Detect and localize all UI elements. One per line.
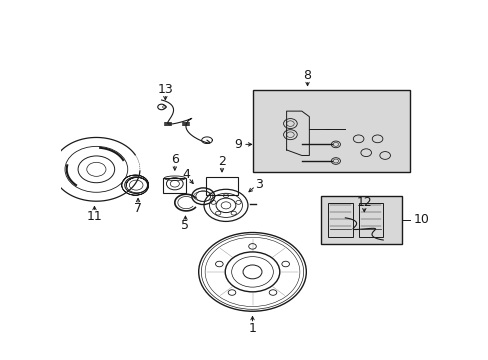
Text: 3: 3 (254, 177, 262, 190)
Text: 13: 13 (157, 83, 173, 96)
Text: 2: 2 (218, 155, 225, 168)
Bar (252, 90, 409, 172)
Text: 7: 7 (134, 202, 142, 216)
Text: 5: 5 (181, 219, 189, 232)
Text: 11: 11 (86, 210, 102, 223)
Text: 8: 8 (303, 69, 311, 82)
Text: 1: 1 (248, 322, 256, 335)
Text: 6: 6 (170, 153, 179, 166)
Text: 4: 4 (182, 167, 190, 180)
Text: 9: 9 (234, 138, 242, 151)
Bar (327, 203, 352, 237)
Text: 12: 12 (356, 196, 371, 209)
Bar (163, 178, 186, 193)
Bar (320, 195, 401, 244)
Bar (358, 203, 383, 237)
Bar (205, 176, 238, 194)
Text: 10: 10 (413, 213, 428, 226)
